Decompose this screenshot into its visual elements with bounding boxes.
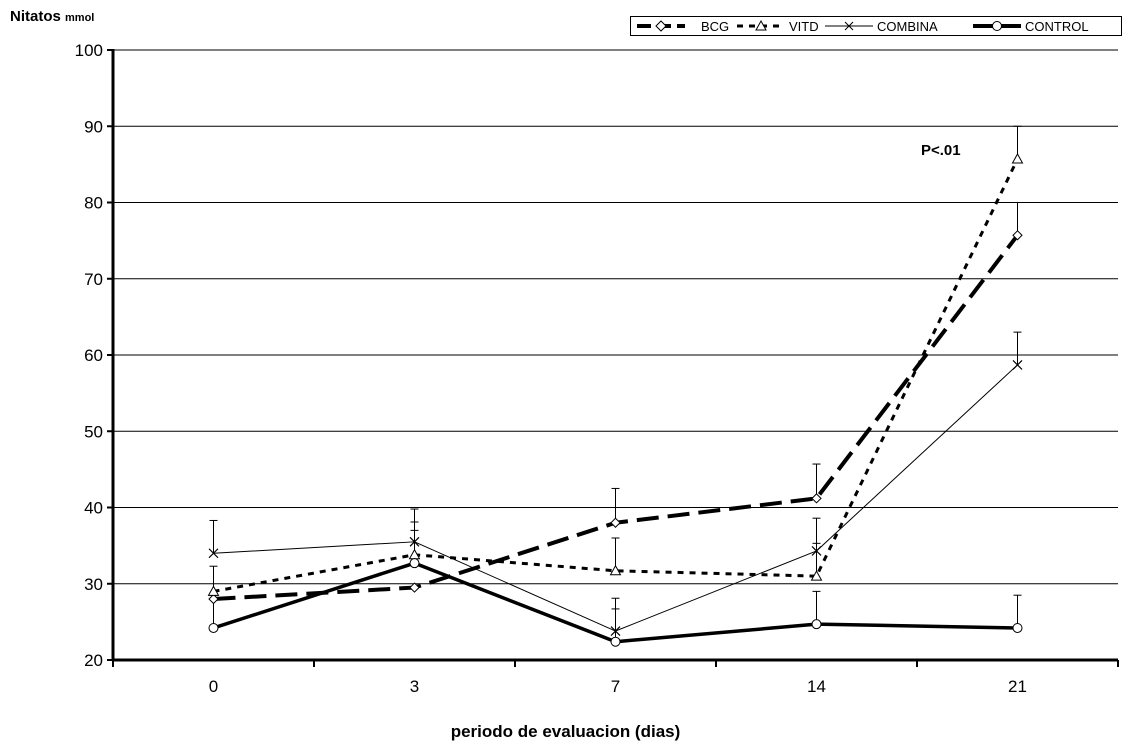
y-tick-label-60: 60 [84,346,103,365]
y-tick-label-20: 20 [84,651,103,670]
point-combina-4 [1012,359,1023,370]
x-tick-label-0: 0 [209,677,218,696]
point-combina-3 [811,546,822,556]
point-vitd-4 [1011,153,1024,164]
y-tick-label-100: 100 [75,41,103,60]
y-tick-label-80: 80 [84,194,103,213]
legend-item-vitd: VITD [735,17,819,35]
point-control-0 [208,622,219,633]
point-control-1 [409,558,420,569]
point-vitd-2 [609,564,622,576]
series-line-vitd [213,158,1019,593]
legend-control-label: CONTROL [1025,18,1089,34]
legend-item-bcg: BCG [635,17,729,35]
point-combina-0 [208,548,219,559]
legend-vitd-swatch [737,19,785,31]
point-bcg-1 [409,582,420,593]
y-axis-title-text: Nitatos [10,8,61,25]
y-tick-label-50: 50 [84,422,103,441]
point-vitd-3 [810,570,823,581]
point-combina-2 [610,626,621,636]
x-tick-label-21: 21 [1008,677,1027,696]
y-axis-title: Nitatos mmol [10,8,94,25]
point-bcg-3 [811,493,822,504]
significance-annotation: P<.01 [921,142,961,159]
y-tick-label-90: 90 [84,117,103,136]
point-bcg-0 [208,593,219,605]
y-axis-unit: mmol [65,12,95,24]
legend-item-control: CONTROL [971,17,1089,35]
y-tick-label-30: 30 [84,575,103,594]
legend-vitd-label: VITD [789,18,819,34]
point-control-2 [610,636,621,647]
legend-bcg-swatch [637,20,685,32]
x-tick-label-3: 3 [410,677,419,696]
point-vitd-0 [207,585,220,596]
legend-combina-label: COMBINA [877,18,938,34]
legend-item-combina: COMBINA [823,17,938,35]
point-control-4 [1012,622,1023,633]
y-tick-label-70: 70 [84,270,103,289]
point-control-3 [811,619,822,630]
legend-combina-swatch [825,21,873,31]
y-tick-label-40: 40 [84,499,103,518]
legend: BCG VITD COMBINA CONTROL [630,16,1122,36]
legend-bcg-label: BCG [701,18,730,34]
x-axis-title: periodo de evaluacion (dias) [450,722,681,741]
x-tick-label-14: 14 [807,677,826,696]
point-bcg-2 [610,517,621,528]
point-bcg-4 [1012,230,1023,241]
point-combina-1 [409,536,420,547]
x-tick-label-7: 7 [611,677,620,696]
legend-control-swatch [973,21,1021,31]
